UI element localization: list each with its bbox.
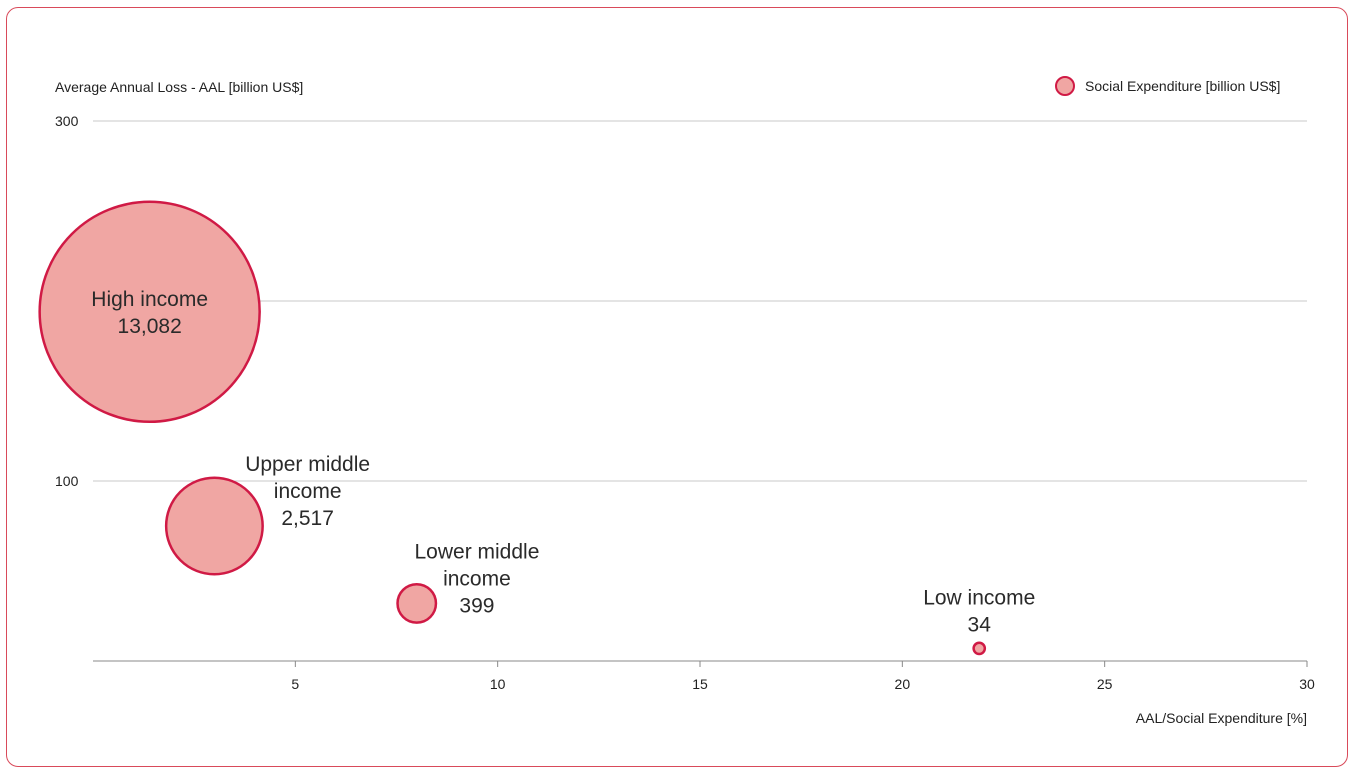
gridlines — [93, 120, 1307, 482]
bubble-label-line: Low income — [923, 586, 1035, 609]
bubble-label-line: income — [443, 567, 511, 590]
x-axis-title: AAL/Social Expenditure [%] — [1136, 710, 1307, 726]
y-tick-label: 100 — [55, 473, 79, 489]
bubble-label-line: income — [274, 480, 342, 503]
bubble-label-line: 13,082 — [118, 315, 182, 338]
bubble — [972, 641, 987, 656]
bubble-label-line: 399 — [459, 594, 494, 617]
legend-label: Social Expenditure [billion US$] — [1085, 78, 1280, 94]
bubble-label-line: Upper middle — [245, 453, 370, 476]
y-tick-label: 300 — [55, 113, 79, 129]
x-tick-label: 20 — [895, 676, 911, 692]
bubble-label: Low income 34 — [923, 586, 1035, 636]
bubble-label-line: 34 — [968, 613, 992, 636]
x-tick-label: 5 — [291, 676, 299, 692]
bubble-label-line: High income — [91, 288, 208, 311]
x-tick-label: 10 — [490, 676, 506, 692]
bubble-label: Upper middle income 2,517 — [245, 453, 370, 530]
bubble-label: Lower middle income 399 — [414, 540, 539, 617]
y-axis-title: Average Annual Loss - AAL [billion US$] — [55, 79, 303, 95]
x-tick-label: 15 — [692, 676, 708, 692]
bubble-label: High income 13,082 — [91, 288, 208, 338]
bubble-labels: High income 13,082 Upper middle income 2,517… — [91, 288, 1035, 637]
bubble — [396, 582, 438, 624]
bubble-label-line: 2,517 — [281, 507, 334, 530]
bubble — [164, 476, 264, 576]
x-tick-label: 25 — [1097, 676, 1113, 692]
bubble-label-line: Lower middle — [414, 540, 539, 563]
axes: 5 10 15 20 25 30 100 300 — [55, 113, 1315, 692]
x-tick-label: 30 — [1299, 676, 1315, 692]
legend: Social Expenditure [billion US$] — [1055, 76, 1280, 96]
bubble — [38, 200, 261, 424]
legend-swatch-icon — [1055, 76, 1075, 96]
bubbles — [38, 200, 987, 656]
